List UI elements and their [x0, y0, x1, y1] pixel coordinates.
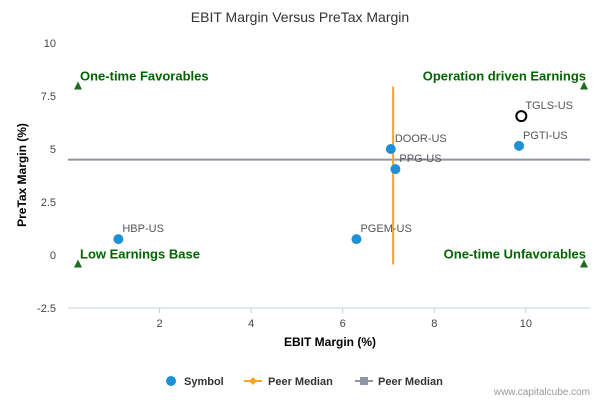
x-tick-label: 8: [431, 318, 437, 330]
data-point-label: PPG-US: [399, 153, 441, 165]
x-tick-label: 6: [340, 318, 346, 330]
x-tick-label: 10: [520, 318, 532, 330]
y-tick-label: 2.5: [41, 197, 56, 209]
y-tick-label: 0: [50, 250, 56, 262]
y-tick-label: 5: [50, 144, 56, 156]
quadrant-marker-icon: [580, 259, 588, 268]
data-point-hollow: [515, 110, 528, 123]
data-point: [385, 144, 396, 154]
quadrant-label-bottom-right: One-time Unfavorables: [444, 247, 586, 262]
quadrant-label-top-right: Operation driven Earnings: [423, 68, 586, 83]
data-point-label: HBP-US: [122, 223, 164, 235]
y-tick-label: 10: [44, 38, 56, 50]
x-ticks: 2 4 6 8 10: [157, 308, 532, 330]
data-point-label: TGLS-US: [525, 100, 573, 112]
credit-text: www.capitalcube.com: [493, 387, 590, 398]
legend-item-symbol[interactable]: Symbol: [166, 376, 224, 388]
x-tick-label: 4: [248, 318, 254, 330]
data-point: [390, 164, 401, 175]
y-tick-label: -2.5: [37, 303, 56, 315]
data-point-label: DOOR-US: [395, 133, 447, 145]
x-axis-title: EBIT Margin (%): [284, 335, 376, 349]
quadrant-label-top-left: One-time Favorables: [80, 68, 209, 83]
data-points: HBP-US PGEM-US DOOR-US PPG-US PGTI-US TGLS-US: [113, 100, 573, 245]
quadrant-markers: [74, 81, 588, 268]
quadrant-marker-icon: [580, 81, 588, 90]
data-point-label: PGEM-US: [360, 223, 411, 235]
data-point: [514, 140, 525, 151]
legend-square-icon: [360, 377, 368, 385]
y-axis-title: PreTax Margin (%): [15, 123, 29, 227]
legend-label-symbol: Symbol: [184, 376, 224, 388]
y-tick-label: 7.5: [41, 91, 56, 103]
quadrant-marker-icon: [74, 81, 82, 90]
data-point-label: PGTI-US: [523, 130, 568, 142]
chart-legend: Symbol Peer Median Peer Median: [166, 376, 443, 388]
legend-dot-icon: [166, 376, 176, 386]
quadrant-marker-icon: [74, 259, 82, 268]
quadrant-label-bottom-left: Low Earnings Base: [80, 247, 200, 262]
x-tick-label: 2: [157, 318, 163, 330]
data-point: [351, 234, 362, 245]
legend-item-peer-median-horizontal[interactable]: Peer Median: [355, 376, 443, 388]
legend-item-peer-median-vertical[interactable]: Peer Median: [244, 376, 333, 388]
y-ticks: -2.5 0 2.5 5 7.5 10: [37, 38, 56, 315]
data-point: [113, 234, 124, 245]
legend-label-peer-median-1: Peer Median: [268, 376, 333, 388]
chart-title: EBIT Margin Versus PreTax Margin: [191, 9, 409, 25]
legend-label-peer-median-2: Peer Median: [378, 376, 443, 388]
legend-diamond-icon: [249, 377, 257, 385]
